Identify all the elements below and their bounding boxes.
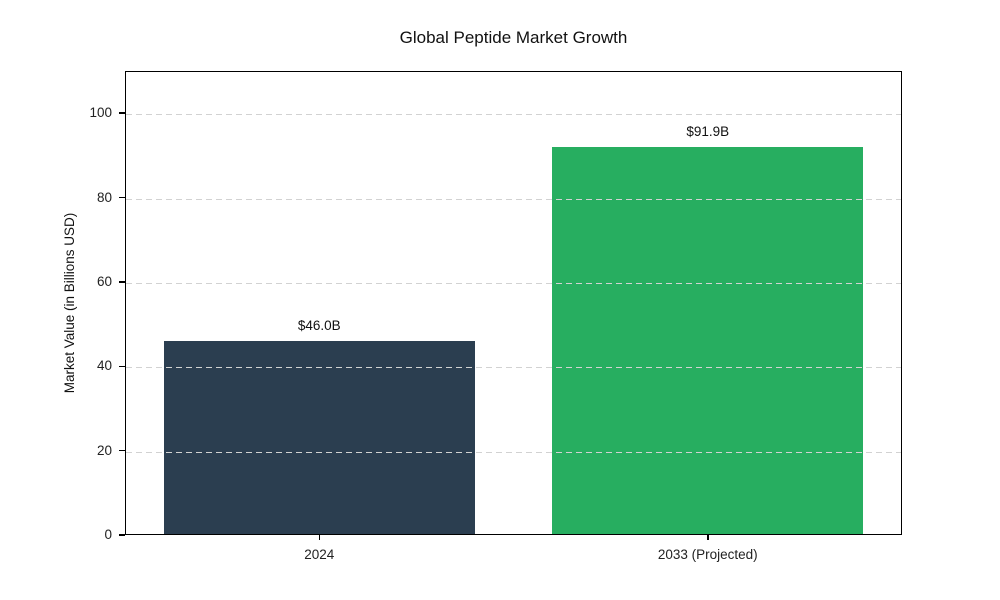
x-tick-label: 2033 (Projected): [657, 547, 758, 562]
x-tick-mark: [707, 535, 709, 540]
y-tick-label: 40: [96, 358, 112, 374]
x-tick-mark: [318, 535, 320, 540]
bar-value-label: $91.9B: [686, 124, 730, 140]
x-tick-label: 2024: [304, 547, 335, 562]
y-tick-label: 0: [104, 527, 112, 542]
y-tick-label: 60: [96, 273, 112, 289]
y-tick-mark: [119, 281, 125, 283]
chart-title: Global Peptide Market Growth: [399, 28, 628, 47]
y-tick-label: 100: [89, 105, 112, 121]
y-tick-mark: [119, 534, 125, 536]
y-tick-label: 80: [96, 189, 112, 205]
y-axis-label: Market Value (in Billions USD): [62, 212, 77, 394]
y-tick-mark: [119, 196, 125, 199]
y-tick-label: 20: [96, 442, 112, 458]
bar-2024: [163, 340, 475, 535]
bar-value-label: $46.0B: [297, 317, 341, 333]
y-tick-mark: [119, 365, 125, 368]
y-tick-mark: [119, 112, 125, 114]
y-tick-mark: [119, 449, 125, 452]
bar-2033-projected-: [552, 147, 864, 535]
gridline: [126, 114, 901, 116]
